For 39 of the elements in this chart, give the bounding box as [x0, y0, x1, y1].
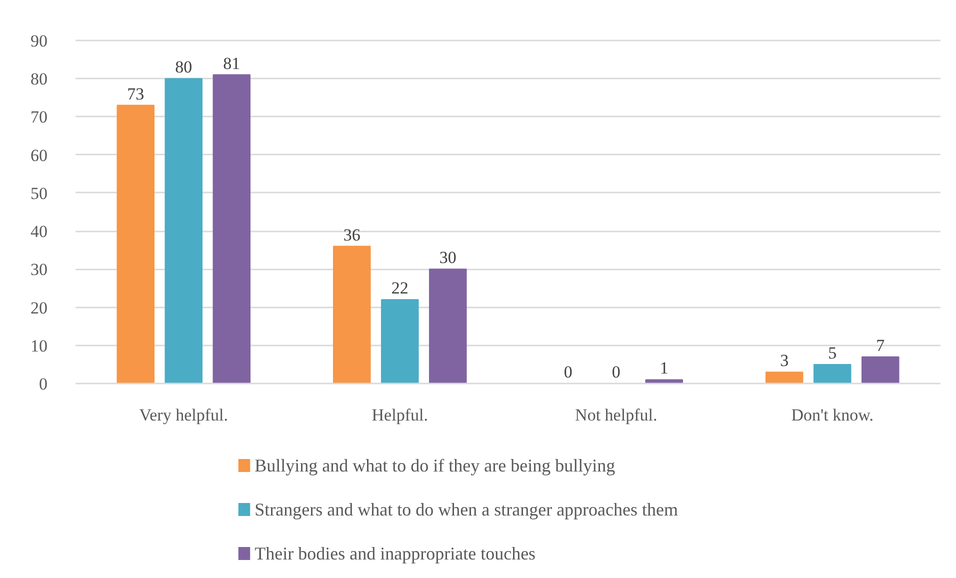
legend-label: Strangers and what to do when a stranger approaches them [254, 500, 678, 520]
y-tick-label: 10 [30, 336, 48, 356]
data-label: 7 [876, 336, 886, 355]
bar [212, 74, 251, 384]
bar [116, 104, 154, 384]
data-label: 73 [127, 84, 144, 104]
x-tick-label: Don't know. [791, 406, 874, 424]
data-label: 22 [391, 278, 408, 298]
data-label: 1 [660, 358, 668, 378]
x-tick-label: Helpful. [372, 406, 428, 424]
y-tick-label: 40 [30, 222, 48, 242]
legend-label: Bullying and what to do if they are being bullying [254, 456, 616, 476]
bar [765, 372, 804, 384]
y-tick-label: 70 [30, 108, 48, 127]
x-tick-label: Very helpful. [139, 406, 228, 424]
y-tick-label: 20 [30, 298, 48, 318]
data-label: 3 [780, 351, 789, 370]
y-tick-label: 60 [30, 146, 48, 165]
bar [332, 246, 371, 384]
y-tick-label: 50 [30, 184, 48, 203]
data-label: 30 [439, 248, 456, 268]
bar [862, 356, 900, 384]
bar [645, 379, 684, 384]
bar [813, 364, 852, 384]
bar [429, 268, 467, 384]
data-label: 0 [612, 362, 620, 382]
y-tick-label: 30 [30, 260, 48, 280]
bar [164, 78, 203, 384]
legend-label: Their bodies and inappropriate touches [254, 544, 536, 564]
y-tick-label: 0 [39, 374, 48, 394]
data-label: 0 [564, 362, 572, 382]
y-tick-label: 80 [30, 70, 48, 89]
data-label: 5 [828, 343, 837, 362]
data-label: 81 [223, 54, 240, 73]
data-label: 36 [343, 225, 360, 244]
y-tick-label: 90 [30, 32, 48, 50]
x-tick-label: Not helpful. [575, 406, 658, 424]
data-label: 80 [175, 58, 192, 77]
bar [380, 299, 419, 384]
